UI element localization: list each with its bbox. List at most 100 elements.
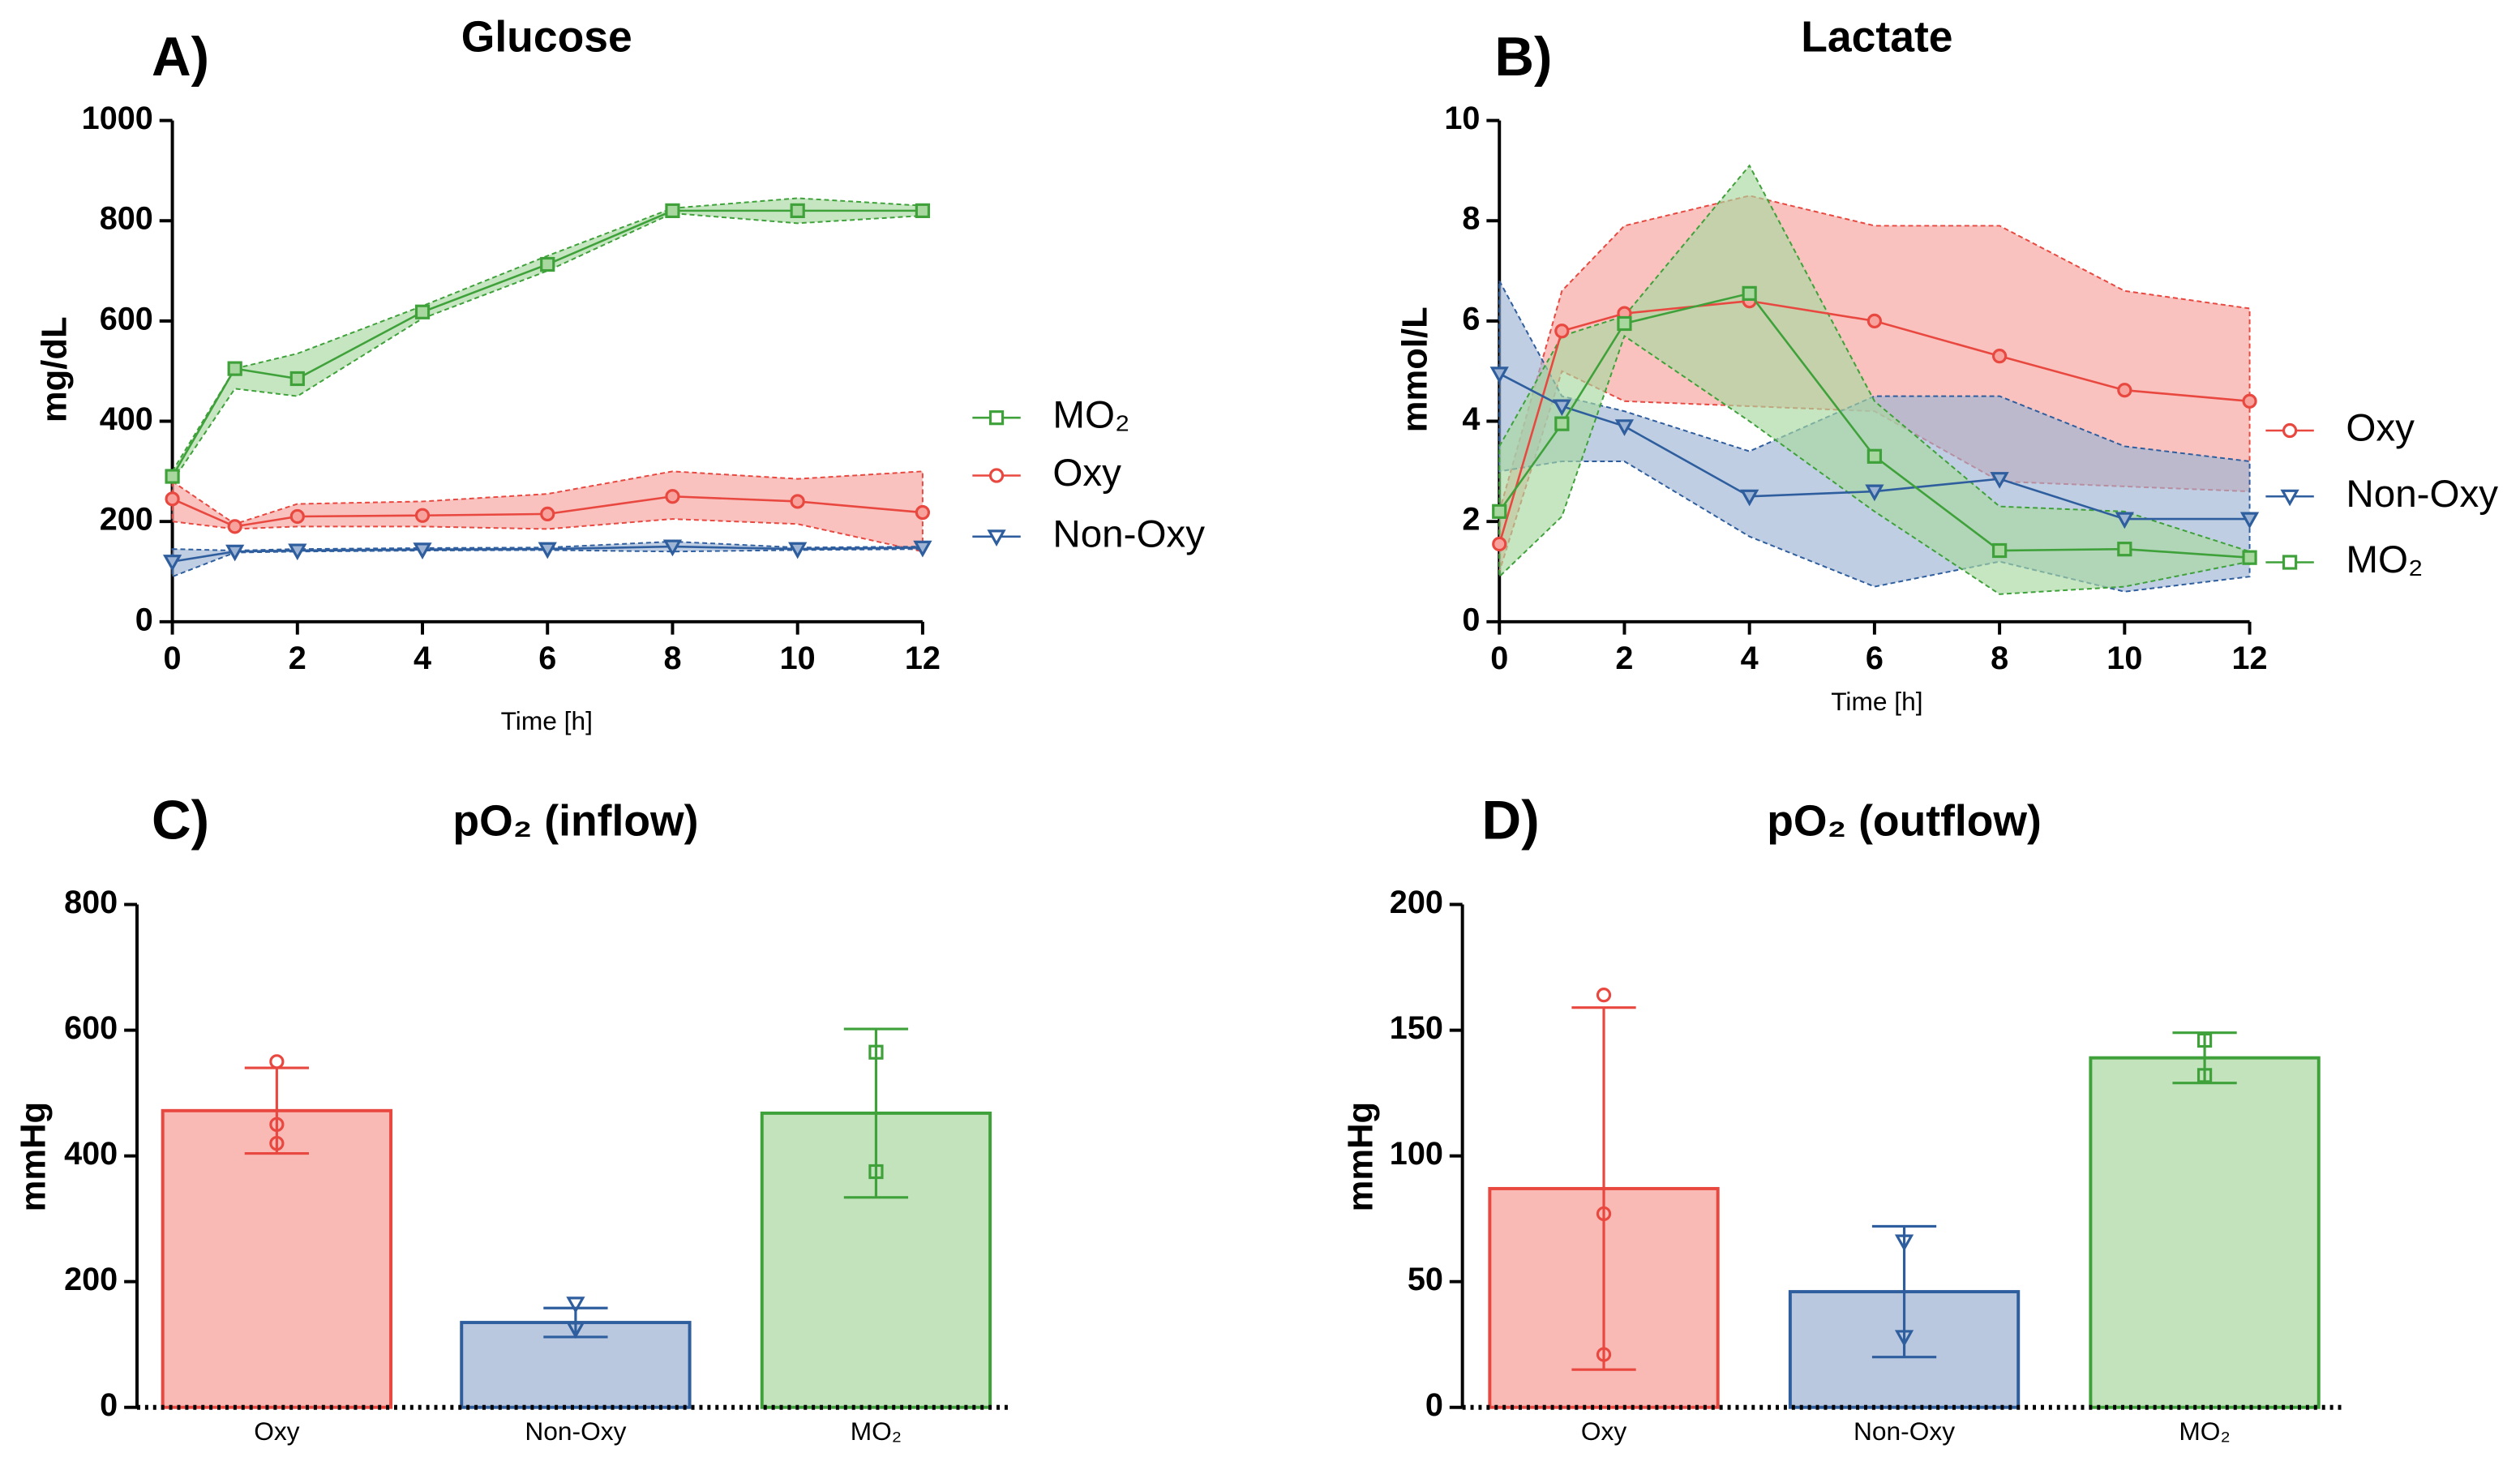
line bbox=[1498, 292, 2250, 559]
marker bbox=[868, 1164, 884, 1180]
line bbox=[172, 495, 924, 528]
x-tick-label: 4 bbox=[1741, 641, 1759, 676]
marker bbox=[227, 519, 242, 534]
marker bbox=[566, 1322, 585, 1339]
legend-label: MO₂ bbox=[1052, 394, 1129, 437]
marker bbox=[269, 1136, 285, 1151]
y-tick-label: 150 bbox=[1390, 1010, 1443, 1046]
marker bbox=[988, 468, 1005, 483]
y-tick-label: 800 bbox=[64, 885, 118, 920]
marker bbox=[1894, 1330, 1914, 1348]
marker bbox=[540, 256, 555, 272]
line bbox=[171, 209, 923, 478]
x-tick-label: 2 bbox=[289, 641, 306, 676]
bar bbox=[2089, 1056, 2321, 1409]
line bbox=[1498, 372, 2250, 521]
y-tick-label: 200 bbox=[64, 1262, 118, 1297]
y-axis-label: mmol/L bbox=[1396, 306, 1435, 432]
marker bbox=[1614, 419, 1635, 436]
x-tick-label: Non-Oxy bbox=[525, 1416, 626, 1446]
marker bbox=[987, 529, 1006, 546]
chart-title: Glucose bbox=[461, 14, 632, 62]
x-tick-label: Oxy bbox=[1581, 1416, 1626, 1446]
x-tick-label: 10 bbox=[2106, 641, 2142, 676]
band bbox=[171, 197, 924, 484]
marker bbox=[790, 203, 805, 218]
marker bbox=[913, 540, 932, 558]
legend-label: Non-Oxy bbox=[2346, 473, 2498, 516]
x-tick-label: 2 bbox=[1615, 641, 1633, 676]
chart-title: pO₂ (outflow) bbox=[1767, 798, 2042, 846]
marker bbox=[868, 1044, 884, 1060]
marker bbox=[269, 1116, 285, 1132]
y-tick-label: 50 bbox=[1408, 1262, 1443, 1297]
line bbox=[1498, 299, 2250, 545]
y-tick-label: 0 bbox=[135, 602, 153, 637]
y-tick-label: 100 bbox=[1390, 1136, 1443, 1172]
marker bbox=[788, 542, 808, 559]
x-tick-label: MO₂ bbox=[2179, 1416, 2230, 1446]
x-tick-label: 12 bbox=[2232, 641, 2268, 676]
marker bbox=[2282, 555, 2298, 570]
marker bbox=[288, 543, 307, 561]
legend-label: MO₂ bbox=[2346, 538, 2423, 581]
marker bbox=[790, 494, 805, 509]
marker bbox=[165, 491, 180, 507]
legend-label: Oxy bbox=[1052, 452, 1121, 495]
x-tick-label: 12 bbox=[905, 641, 941, 676]
marker bbox=[165, 469, 180, 484]
marker bbox=[1866, 448, 1883, 464]
legend-label: Oxy bbox=[2346, 407, 2415, 450]
marker bbox=[1991, 349, 2008, 364]
marker bbox=[289, 371, 305, 387]
marker bbox=[2117, 383, 2132, 398]
x-tick-label: 8 bbox=[663, 641, 681, 676]
x-axis-label: Time [h] bbox=[501, 706, 593, 735]
y-tick-label: 0 bbox=[1425, 1387, 1443, 1423]
panel-label: A) bbox=[152, 27, 209, 88]
marker bbox=[414, 508, 431, 523]
marker bbox=[2239, 512, 2260, 529]
y-tick-label: 200 bbox=[1390, 885, 1443, 920]
marker bbox=[1492, 536, 1507, 552]
x-tick-label: 6 bbox=[538, 641, 556, 676]
marker bbox=[2280, 489, 2299, 507]
marker bbox=[2242, 550, 2257, 565]
marker bbox=[414, 304, 431, 319]
x-axis-label: Time [h] bbox=[1831, 687, 1922, 716]
marker bbox=[1865, 484, 1884, 502]
x-tick-label: 8 bbox=[1991, 641, 2008, 676]
marker bbox=[566, 1296, 585, 1314]
marker bbox=[2196, 1032, 2213, 1048]
y-tick-label: 600 bbox=[100, 301, 153, 336]
marker bbox=[225, 544, 245, 562]
marker bbox=[1552, 399, 1571, 417]
marker bbox=[2242, 393, 2257, 409]
y-tick-label: 4 bbox=[1462, 401, 1480, 437]
marker bbox=[2282, 422, 2298, 439]
marker bbox=[662, 539, 683, 557]
y-tick-label: 800 bbox=[100, 201, 153, 237]
bar bbox=[161, 1108, 393, 1409]
marker bbox=[1894, 1234, 1914, 1252]
marker bbox=[665, 203, 680, 218]
y-tick-label: 0 bbox=[100, 1387, 118, 1423]
error-bar bbox=[1571, 1006, 1636, 1371]
x-tick-label: 10 bbox=[780, 641, 816, 676]
y-tick-label: 600 bbox=[64, 1010, 118, 1046]
marker bbox=[1596, 1206, 1612, 1222]
marker bbox=[665, 489, 680, 504]
y-axis-label: mg/dL bbox=[35, 316, 74, 422]
marker bbox=[1554, 416, 1570, 431]
line bbox=[172, 545, 923, 563]
marker bbox=[1617, 315, 1632, 332]
y-tick-label: 400 bbox=[64, 1136, 118, 1172]
marker bbox=[2115, 512, 2134, 529]
y-tick-label: 0 bbox=[1462, 602, 1480, 637]
marker bbox=[227, 361, 242, 376]
y-axis-label: mmHg bbox=[1341, 1102, 1380, 1212]
marker bbox=[538, 542, 557, 559]
x-tick-label: Oxy bbox=[254, 1416, 299, 1446]
